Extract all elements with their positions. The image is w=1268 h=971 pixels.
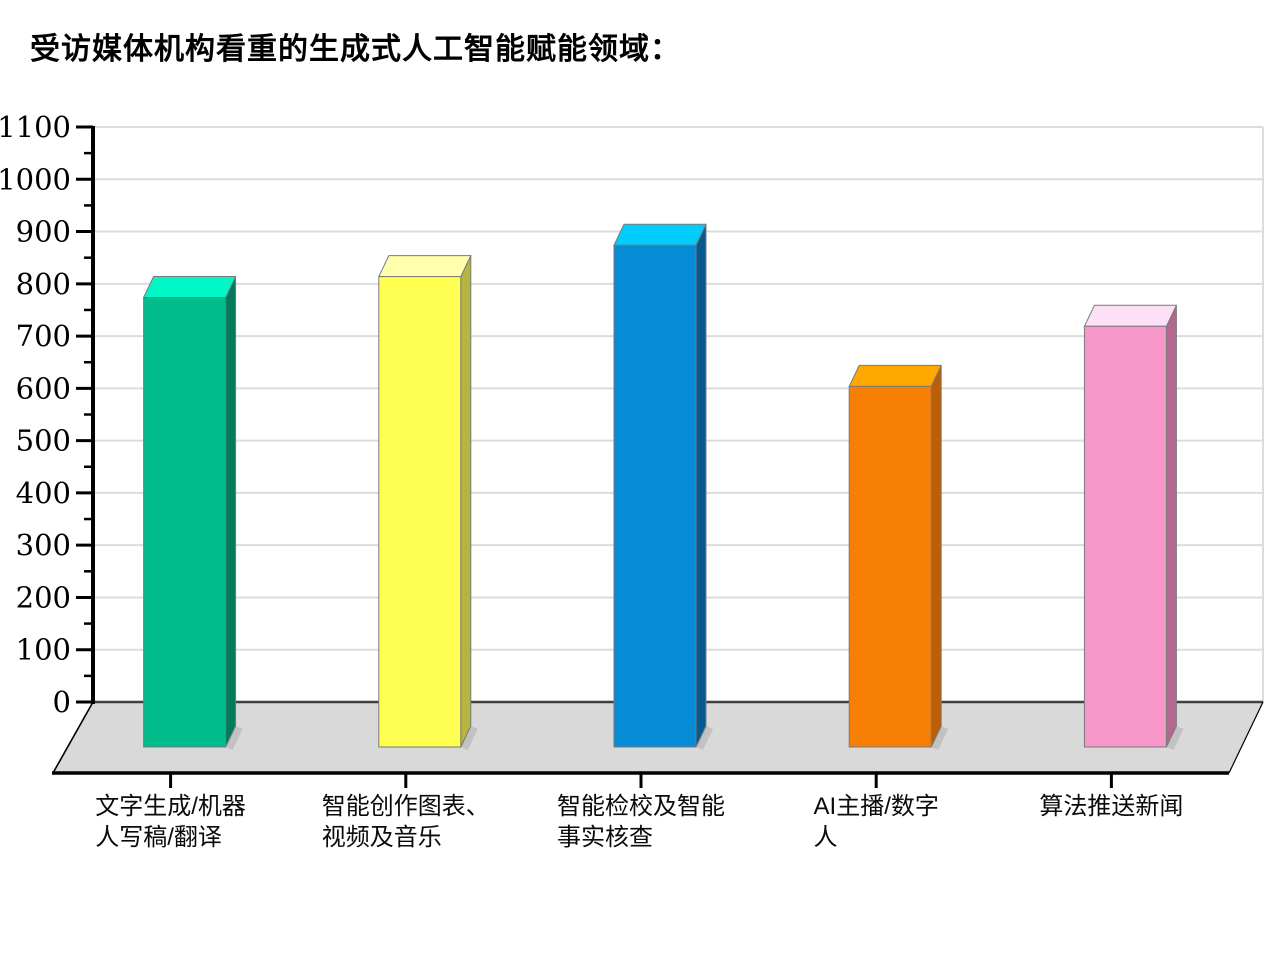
- y-tick-label: 400: [16, 476, 71, 510]
- category-label: 算法推送新闻: [1039, 793, 1184, 820]
- bar-side-face: [1165, 304, 1177, 748]
- bar-3: [613, 244, 697, 748]
- bar-shadow: [1166, 726, 1184, 750]
- bar-1: [143, 297, 227, 748]
- bar-top-face: [143, 276, 237, 298]
- bar-side-face: [460, 255, 472, 748]
- bar-shadow: [225, 726, 243, 750]
- bar-top-face: [848, 364, 942, 387]
- category-label: AI主播/数字人: [813, 793, 939, 851]
- bar-side-face: [695, 223, 707, 748]
- bar-top-face: [613, 223, 707, 246]
- bar-shadow: [460, 726, 478, 750]
- bar-4: [848, 385, 932, 748]
- y-tick-label: 300: [16, 528, 71, 562]
- y-tick-label: 0: [53, 685, 71, 719]
- y-tick-label: 100: [16, 633, 71, 667]
- y-tick-label: 600: [16, 371, 71, 405]
- bar-shadow: [696, 726, 713, 750]
- floor-left-edge: [52, 701, 94, 774]
- bar-top-face: [1083, 304, 1177, 327]
- category-label: 文字生成/机器 人写稿/翻译: [95, 793, 246, 851]
- bar-shadow: [931, 726, 949, 750]
- y-tick-label: 1100: [0, 110, 71, 144]
- y-tick-label: 1000: [0, 162, 71, 196]
- bar-side-face: [225, 276, 237, 748]
- y-tick-label: 800: [16, 267, 71, 301]
- chart-title: 受访媒体机构看重的生成式人工智能赋能领域：: [30, 33, 681, 66]
- y-tick-label: 500: [16, 424, 71, 458]
- bar-2: [378, 276, 462, 748]
- bar-top-face: [378, 255, 472, 278]
- bar-side-face: [930, 364, 942, 748]
- y-tick-label: 700: [16, 319, 71, 353]
- floor-right-edge: [1228, 701, 1264, 774]
- bar-5: [1083, 325, 1167, 748]
- y-tick-label: 200: [16, 580, 71, 614]
- y-tick-label: 900: [16, 215, 71, 249]
- category-label: 智能创作图表、 视频及音乐: [321, 793, 490, 851]
- category-label: 智能检校及智能 事实核查: [557, 793, 725, 851]
